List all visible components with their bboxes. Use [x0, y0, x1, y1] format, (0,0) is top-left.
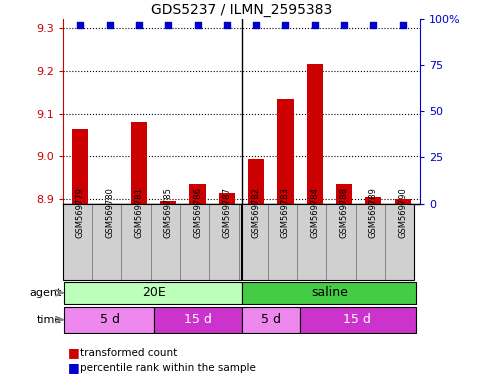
Point: [194, 22, 201, 28]
Text: ■: ■: [68, 346, 79, 359]
Point: [282, 22, 289, 28]
Text: transformed count: transformed count: [80, 348, 177, 358]
FancyBboxPatch shape: [64, 307, 154, 333]
Bar: [160, 201, 176, 204]
Text: 15 d: 15 d: [343, 313, 371, 326]
Bar: [72, 129, 88, 204]
Bar: [189, 184, 206, 204]
Bar: [101, 204, 118, 218]
Point: [340, 22, 348, 28]
Point: [369, 22, 377, 28]
Point: [399, 22, 407, 28]
Point: [223, 22, 231, 28]
Text: GSM569781: GSM569781: [134, 187, 143, 238]
Text: GSM569786: GSM569786: [193, 187, 202, 238]
FancyBboxPatch shape: [63, 204, 414, 280]
Bar: [248, 159, 264, 204]
FancyBboxPatch shape: [242, 307, 300, 333]
Point: [76, 22, 84, 28]
Text: GSM569785: GSM569785: [164, 187, 173, 238]
Point: [106, 22, 114, 28]
Bar: [395, 199, 411, 204]
Title: GDS5237 / ILMN_2595383: GDS5237 / ILMN_2595383: [151, 3, 332, 17]
Text: GSM569784: GSM569784: [310, 187, 319, 238]
Point: [164, 22, 172, 28]
Bar: [307, 64, 323, 204]
Text: agent: agent: [30, 288, 62, 298]
FancyBboxPatch shape: [242, 281, 416, 304]
Text: 20E: 20E: [142, 286, 166, 299]
Text: GSM569789: GSM569789: [369, 187, 378, 238]
Text: time: time: [37, 314, 62, 325]
Text: GSM569787: GSM569787: [222, 187, 231, 238]
Text: GSM569780: GSM569780: [105, 187, 114, 238]
FancyBboxPatch shape: [300, 307, 416, 333]
Point: [311, 22, 319, 28]
FancyBboxPatch shape: [154, 307, 242, 333]
Text: GSM569779: GSM569779: [76, 187, 85, 238]
Text: saline: saline: [311, 286, 348, 299]
Text: percentile rank within the sample: percentile rank within the sample: [80, 363, 256, 373]
Bar: [365, 197, 382, 204]
Text: GSM569790: GSM569790: [398, 187, 407, 238]
Text: 5 d: 5 d: [261, 313, 281, 326]
Bar: [277, 99, 294, 204]
Text: 5 d: 5 d: [99, 313, 120, 326]
Bar: [219, 193, 235, 204]
Text: ■: ■: [68, 361, 79, 374]
Bar: [336, 184, 352, 204]
Text: GSM569788: GSM569788: [340, 187, 349, 238]
Text: GSM569782: GSM569782: [252, 187, 261, 238]
Point: [252, 22, 260, 28]
Bar: [131, 122, 147, 204]
Text: GSM569783: GSM569783: [281, 187, 290, 238]
Point: [135, 22, 143, 28]
Text: 15 d: 15 d: [184, 313, 212, 326]
FancyBboxPatch shape: [64, 281, 242, 304]
